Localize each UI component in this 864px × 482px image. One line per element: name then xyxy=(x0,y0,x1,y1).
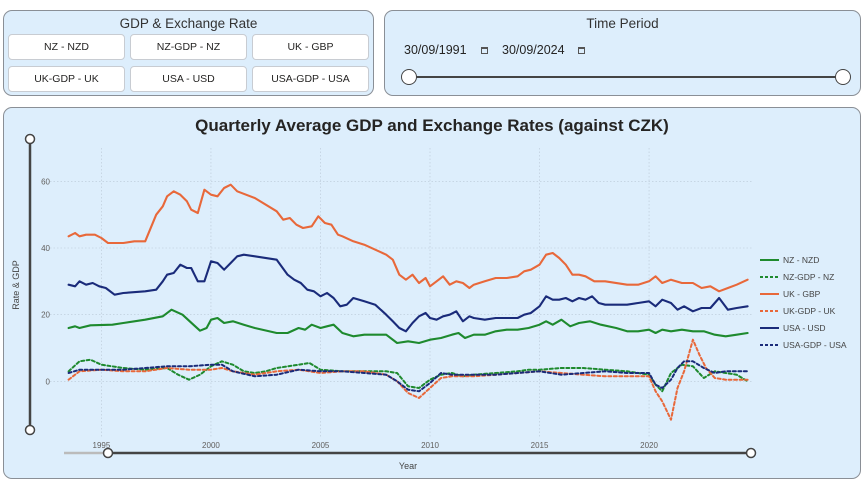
y-tick-label: 60 xyxy=(41,177,50,186)
y-tick-label: 20 xyxy=(41,311,50,320)
y-range-top-handle[interactable] xyxy=(24,133,36,145)
filter-button-uk-gdp[interactable]: UK-GDP - UK xyxy=(8,66,125,92)
series-line-uk-gbp xyxy=(67,183,749,293)
gdp-exchange-filter-panel: GDP & Exchange Rate NZ - NZD NZ-GDP - NZ… xyxy=(3,10,374,96)
time-range-end-handle[interactable] xyxy=(835,69,851,85)
end-calendar-icon[interactable] xyxy=(578,47,585,54)
series-line-usa-usd xyxy=(67,253,749,333)
time-range-slider-track[interactable] xyxy=(409,76,843,78)
filter-panel-title: GDP & Exchange Rate xyxy=(119,16,258,31)
time-period-panel: Time Period 30/09/1991 30/09/2024 xyxy=(384,10,861,96)
x-tick-label: 1995 xyxy=(93,441,111,450)
x-range-end-handle[interactable] xyxy=(745,447,757,459)
series-line-uk-gdp-uk xyxy=(67,338,749,421)
x-range-start-handle[interactable] xyxy=(102,447,114,459)
start-calendar-icon[interactable] xyxy=(481,47,488,54)
time-range-start-handle[interactable] xyxy=(401,69,417,85)
filter-button-nz-gdp[interactable]: NZ-GDP - NZ xyxy=(130,34,247,60)
legend-label[interactable]: UK-GDP - UK xyxy=(783,306,836,316)
filter-button-usa-usd[interactable]: USA - USD xyxy=(130,66,247,92)
y-tick-label: 40 xyxy=(41,244,50,253)
end-date-input[interactable]: 30/09/2024 xyxy=(502,43,565,57)
y-range-bottom-handle[interactable] xyxy=(24,424,36,436)
time-period-title: Time Period xyxy=(586,16,659,31)
filter-button-usa-gdp[interactable]: USA-GDP - USA xyxy=(252,66,369,92)
x-axis-label: Year xyxy=(399,461,417,471)
legend-label[interactable]: UK - GBP xyxy=(783,289,821,299)
y-axis-label: Rate & GDP xyxy=(11,260,21,310)
legend-label[interactable]: NZ-GDP - NZ xyxy=(783,272,834,282)
legend-label[interactable]: USA - USD xyxy=(783,323,826,333)
x-tick-label: 2005 xyxy=(312,441,330,450)
series-line-nz-nzd xyxy=(67,308,749,345)
x-tick-label: 2010 xyxy=(421,441,439,450)
legend-label[interactable]: USA-GDP - USA xyxy=(783,340,847,350)
x-tick-label: 2020 xyxy=(640,441,658,450)
series-line-nz-gdp-nz xyxy=(67,358,749,393)
x-tick-label: 2000 xyxy=(202,441,220,450)
filter-button-nz-nzd[interactable]: NZ - NZD xyxy=(8,34,125,60)
legend-label[interactable]: NZ - NZD xyxy=(783,255,819,265)
filter-button-uk-gbp[interactable]: UK - GBP xyxy=(252,34,369,60)
chart-title: Quarterly Average GDP and Exchange Rates… xyxy=(195,116,669,135)
y-tick-label: 0 xyxy=(46,377,51,386)
x-tick-label: 2015 xyxy=(531,441,549,450)
start-date-input[interactable]: 30/09/1991 xyxy=(404,43,467,57)
chart-panel: Quarterly Average GDP and Exchange Rates… xyxy=(3,107,861,479)
series-line-usa-gdp-usa xyxy=(67,360,749,393)
